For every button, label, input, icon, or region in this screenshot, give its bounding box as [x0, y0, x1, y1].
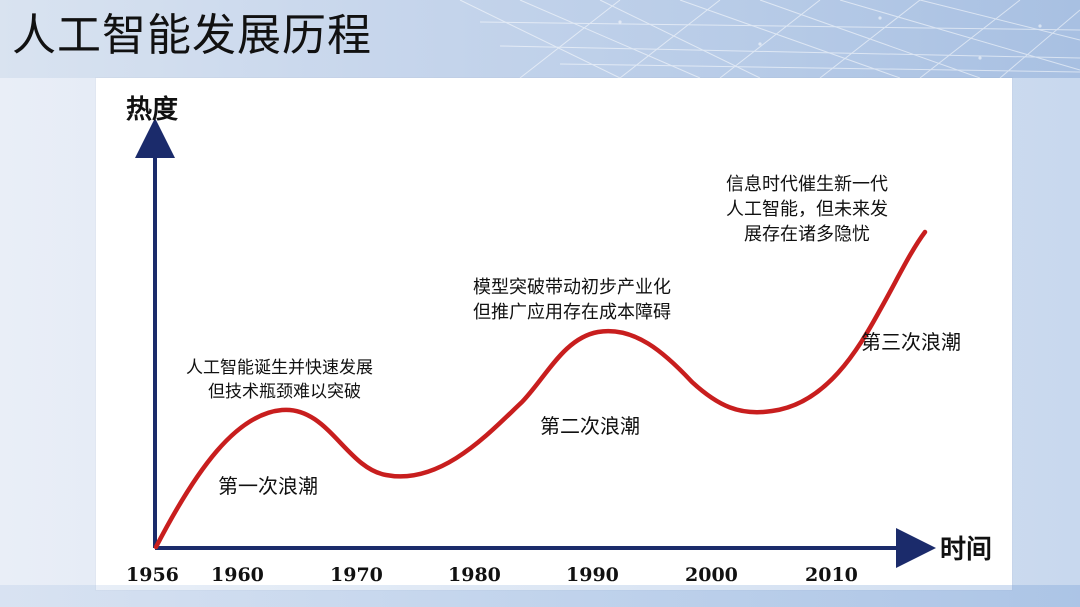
wave-3-note-line-2: 人工智能，但未来发 — [726, 199, 888, 220]
tick-1990: 1990 — [566, 564, 619, 586]
wave-3-note-line-1: 信息时代催生新一代 — [726, 174, 888, 195]
wave-2-note-line-2: 但推广应用存在成本障碍 — [473, 302, 671, 323]
ai-heat-curve — [153, 229, 928, 550]
header-network-decoration — [459, 0, 1080, 78]
tick-1980: 1980 — [448, 564, 501, 586]
wave-1-note-line-2: 但技术瓶颈难以突破 — [208, 382, 361, 402]
slide-title: 人工智能发展历程 — [12, 10, 372, 61]
wave-3-note-line-3: 展存在诸多隐忧 — [744, 224, 870, 245]
x-axis-label: 时间 — [940, 535, 992, 565]
tick-2000: 2000 — [685, 564, 738, 586]
y-axis-label: 热度 — [126, 94, 178, 125]
wave-3-label: 第三次浪潮 — [861, 330, 961, 354]
tick-1960: 1960 — [211, 564, 264, 586]
tick-1970: 1970 — [330, 564, 383, 586]
tick-1956: 1956 — [126, 564, 179, 586]
bottom-decoration — [0, 585, 1080, 607]
tick-2010: 2010 — [805, 564, 858, 586]
wave-2-label: 第二次浪潮 — [540, 414, 640, 438]
wave-1-label: 第一次浪潮 — [218, 474, 318, 498]
wave-2-note-line-1: 模型突破带动初步产业化 — [473, 277, 671, 298]
wave-1-note-line-1: 人工智能诞生并快速发展 — [186, 358, 373, 378]
chart-panel — [96, 78, 1012, 590]
